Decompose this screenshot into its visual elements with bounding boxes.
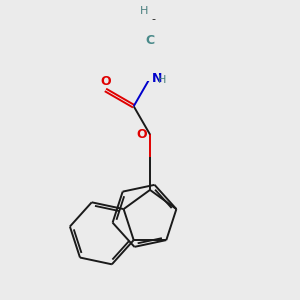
Text: N: N [152,71,163,85]
Text: H: H [140,5,148,16]
Text: O: O [100,75,111,88]
Text: -: - [151,14,155,24]
Text: C: C [146,34,154,47]
Text: H: H [158,75,166,85]
Text: O: O [136,128,147,141]
